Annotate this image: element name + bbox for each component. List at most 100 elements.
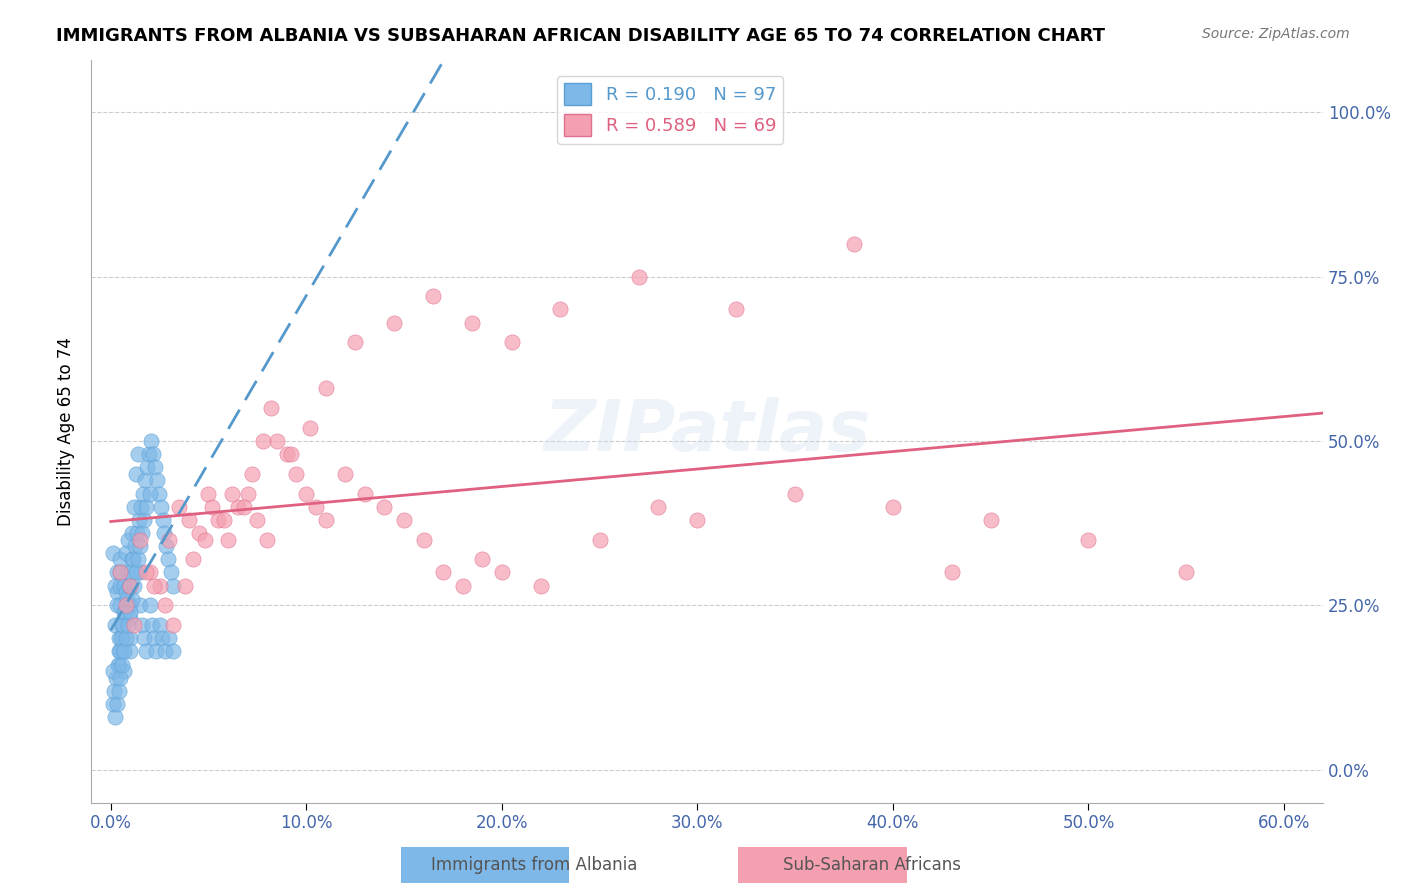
Point: [149, 500, 172, 514]
Point: [112, 605, 135, 619]
Point: [236, 486, 259, 500]
Point: [647, 500, 669, 514]
Point: [181, 552, 204, 566]
Point: [117, 566, 139, 580]
Point: [491, 566, 513, 580]
Point: [501, 335, 523, 350]
Point: [117, 591, 139, 606]
Point: [135, 566, 157, 580]
Point: [157, 552, 180, 566]
Point: [145, 644, 167, 658]
Point: [588, 533, 610, 547]
Point: [155, 599, 177, 613]
Point: [115, 599, 138, 613]
Point: [256, 533, 278, 547]
Point: [139, 486, 162, 500]
Point: [125, 566, 148, 580]
Point: [276, 447, 298, 461]
Point: [115, 546, 138, 560]
Point: [112, 579, 135, 593]
Point: [124, 539, 146, 553]
Point: [226, 500, 249, 514]
Point: [422, 289, 444, 303]
Point: [105, 566, 128, 580]
Point: [157, 533, 180, 547]
Point: [120, 579, 142, 593]
Point: [101, 664, 124, 678]
Point: [217, 533, 239, 547]
Point: [128, 513, 150, 527]
Point: [110, 631, 132, 645]
Point: [129, 533, 152, 547]
Point: [451, 579, 474, 593]
Point: [280, 447, 302, 461]
Point: [550, 302, 572, 317]
Point: [246, 513, 269, 527]
Point: [107, 683, 129, 698]
Point: [461, 316, 484, 330]
Point: [110, 599, 132, 613]
Point: [941, 566, 963, 580]
Text: Immigrants from Albania: Immigrants from Albania: [432, 855, 637, 873]
Point: [120, 566, 142, 580]
Point: [149, 618, 172, 632]
Point: [114, 605, 136, 619]
Point: [725, 302, 748, 317]
Point: [141, 618, 163, 632]
Point: [530, 579, 553, 593]
Point: [299, 421, 322, 435]
Point: [160, 566, 183, 580]
Point: [129, 539, 152, 553]
Point: [382, 316, 405, 330]
Point: [108, 644, 131, 658]
Point: [122, 500, 145, 514]
Point: [139, 599, 162, 613]
Text: IMMIGRANTS FROM ALBANIA VS SUBSAHARAN AFRICAN DISABILITY AGE 65 TO 74 CORRELATIO: IMMIGRANTS FROM ALBANIA VS SUBSAHARAN AF…: [56, 27, 1105, 45]
Point: [139, 434, 162, 448]
Point: [132, 513, 155, 527]
Point: [127, 526, 149, 541]
Point: [107, 657, 129, 672]
Point: [187, 526, 209, 541]
Point: [129, 599, 152, 613]
Point: [112, 644, 135, 658]
Point: [105, 585, 128, 599]
Point: [149, 579, 172, 593]
Point: [132, 486, 155, 500]
Point: [252, 434, 274, 448]
Point: [115, 631, 138, 645]
Point: [110, 671, 132, 685]
Point: [121, 552, 143, 566]
Point: [122, 552, 145, 566]
Legend: R = 0.190   N = 97, R = 0.589   N = 69: R = 0.190 N = 97, R = 0.589 N = 69: [557, 76, 783, 144]
Point: [412, 533, 434, 547]
Point: [373, 500, 395, 514]
Point: [980, 513, 1002, 527]
Point: [107, 644, 129, 658]
Point: [201, 500, 224, 514]
Point: [107, 631, 129, 645]
Point: [148, 486, 170, 500]
Point: [120, 605, 142, 619]
Point: [335, 467, 357, 481]
Point: [207, 513, 229, 527]
Point: [150, 631, 173, 645]
Point: [110, 566, 132, 580]
Point: [101, 546, 124, 560]
Point: [142, 447, 165, 461]
Point: [104, 710, 127, 724]
Point: [295, 486, 318, 500]
Point: [122, 618, 145, 632]
Point: [120, 599, 142, 613]
Point: [354, 486, 377, 500]
Point: [260, 401, 283, 415]
Point: [344, 335, 367, 350]
Point: [121, 591, 143, 606]
Point: [842, 236, 865, 251]
Point: [105, 599, 128, 613]
Point: [125, 467, 148, 481]
Point: [167, 500, 190, 514]
Point: [127, 447, 149, 461]
Point: [145, 474, 167, 488]
Point: [104, 579, 127, 593]
